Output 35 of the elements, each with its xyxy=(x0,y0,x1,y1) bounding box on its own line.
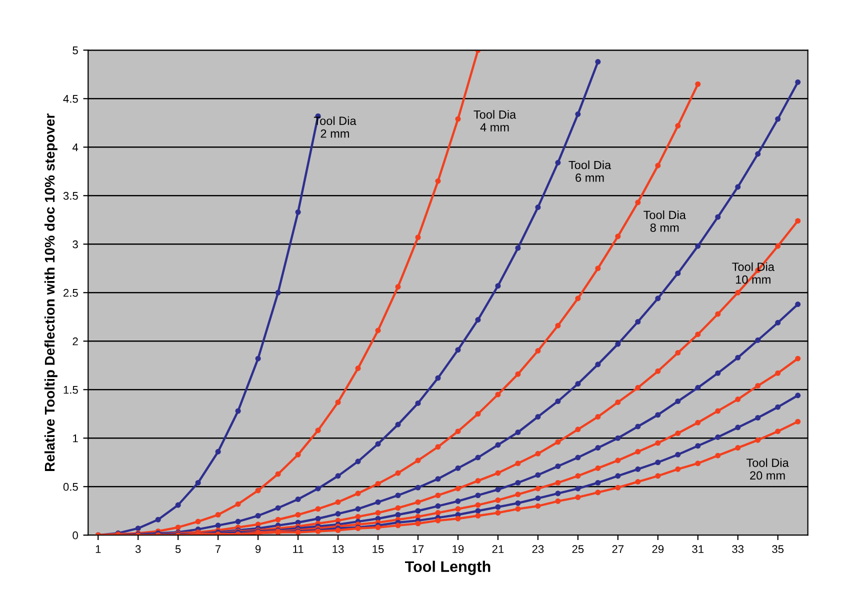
annotation: Tool Dia 4 mm xyxy=(474,110,516,132)
x-tick-label: 3 xyxy=(135,545,141,554)
y-tick-label: 3 xyxy=(72,240,78,248)
y-tick-label: 4 xyxy=(72,144,78,152)
x-tick-label: 17 xyxy=(412,545,424,553)
x-tick-label: 5 xyxy=(175,545,181,554)
x-tick-label: 27 xyxy=(612,545,624,553)
y-tick-label: 1.5 xyxy=(64,386,78,394)
y-tick-label: 0 xyxy=(72,531,78,540)
x-tick-label: 33 xyxy=(732,545,744,554)
y-tick-label: 1 xyxy=(73,434,78,442)
annotation: Tool Dia 8 mm xyxy=(644,210,686,232)
x-tick-label: 7 xyxy=(216,545,221,553)
x-axis-title: Tool Length xyxy=(405,560,490,576)
y-tick-label: 0.5 xyxy=(63,482,78,491)
x-tick-label: 31 xyxy=(692,545,704,554)
y-tick-label: 2.5 xyxy=(64,288,78,297)
x-tick-label: 23 xyxy=(532,545,544,554)
x-tick-label: 13 xyxy=(332,545,344,554)
x-tick-label: 25 xyxy=(572,545,584,554)
y-tick-label: 4.5 xyxy=(63,95,78,103)
annotation: Tool Dia 6 mm xyxy=(568,160,612,182)
x-tick-label: 1 xyxy=(96,545,101,553)
y-tick-label: 2 xyxy=(72,337,78,346)
x-tick-label: 29 xyxy=(652,545,664,554)
y-tick-label: 3.5 xyxy=(63,192,78,200)
x-tick-label: 15 xyxy=(372,545,384,554)
x-tick-label: 19 xyxy=(452,545,464,554)
x-tick-label: 11 xyxy=(293,545,304,553)
y-axis-title: Relative Tooltip Deflection with 10% doc 10% stepover xyxy=(44,114,58,472)
x-tick-label: 9 xyxy=(255,545,261,554)
x-tick-label: 21 xyxy=(492,545,504,553)
y-tick-label: 5 xyxy=(72,46,78,54)
x-tick-label: 35 xyxy=(772,545,784,554)
annotation: Tool Dia 20 mm xyxy=(746,458,789,480)
